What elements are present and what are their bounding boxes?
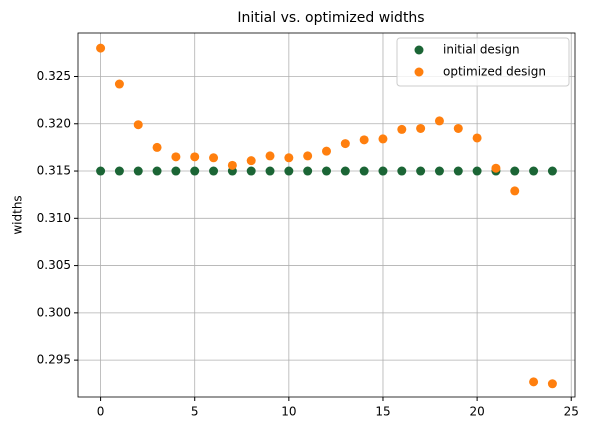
x-tick-label: 15 <box>375 405 390 419</box>
x-tick-label: 20 <box>469 405 484 419</box>
point <box>472 133 482 143</box>
point <box>340 139 350 149</box>
point <box>96 43 106 53</box>
y-tick-label: 0.325 <box>37 69 71 83</box>
point <box>397 124 407 134</box>
point <box>114 166 124 176</box>
point <box>152 166 162 176</box>
point <box>322 146 331 156</box>
point <box>434 166 444 176</box>
point <box>303 151 313 161</box>
x-tick-label: 25 <box>564 405 579 419</box>
point <box>547 166 557 176</box>
point <box>265 151 275 161</box>
legend-marker <box>414 67 424 77</box>
point <box>397 166 407 176</box>
legend-box <box>396 37 570 87</box>
legend-label: optimized design <box>443 65 546 79</box>
x-tick-label: 10 <box>281 405 296 419</box>
point <box>246 166 256 176</box>
point <box>114 79 124 89</box>
point <box>510 166 520 176</box>
point <box>227 160 237 170</box>
point <box>246 156 256 166</box>
point <box>359 166 369 176</box>
y-tick-label: 0.315 <box>37 164 71 178</box>
point <box>340 166 350 176</box>
y-axis-label: widths <box>11 195 25 234</box>
point <box>190 152 200 162</box>
point <box>529 377 539 387</box>
point <box>491 163 501 173</box>
point <box>378 166 388 176</box>
point <box>547 379 557 389</box>
y-tick-label: 0.295 <box>37 353 71 367</box>
point <box>359 135 369 145</box>
point <box>284 153 294 163</box>
point <box>416 123 426 133</box>
point <box>152 142 162 152</box>
point <box>209 166 219 176</box>
point <box>453 166 463 176</box>
point <box>265 166 275 176</box>
point <box>171 166 181 176</box>
point <box>453 123 463 133</box>
point <box>322 166 331 176</box>
legend-label: initial design <box>443 43 520 57</box>
y-tick-label: 0.320 <box>37 116 71 130</box>
point <box>133 120 143 130</box>
point <box>434 116 444 126</box>
point <box>209 153 219 163</box>
x-tick-label: 0 <box>97 405 105 419</box>
x-tick-label: 5 <box>191 405 199 419</box>
point <box>171 152 181 162</box>
point <box>378 134 388 144</box>
point <box>416 166 426 176</box>
point <box>303 166 313 176</box>
point <box>472 166 482 176</box>
plot-frame <box>77 32 576 398</box>
point <box>510 186 520 196</box>
point <box>96 166 106 176</box>
chart-title: Initial vs. optimized widths <box>237 10 424 26</box>
point <box>133 166 143 176</box>
point <box>284 166 294 176</box>
point <box>190 166 200 176</box>
legend-marker <box>414 45 424 55</box>
y-tick-label: 0.300 <box>37 305 71 319</box>
point <box>529 166 539 176</box>
y-tick-label: 0.310 <box>37 211 71 225</box>
y-tick-label: 0.305 <box>37 258 71 272</box>
